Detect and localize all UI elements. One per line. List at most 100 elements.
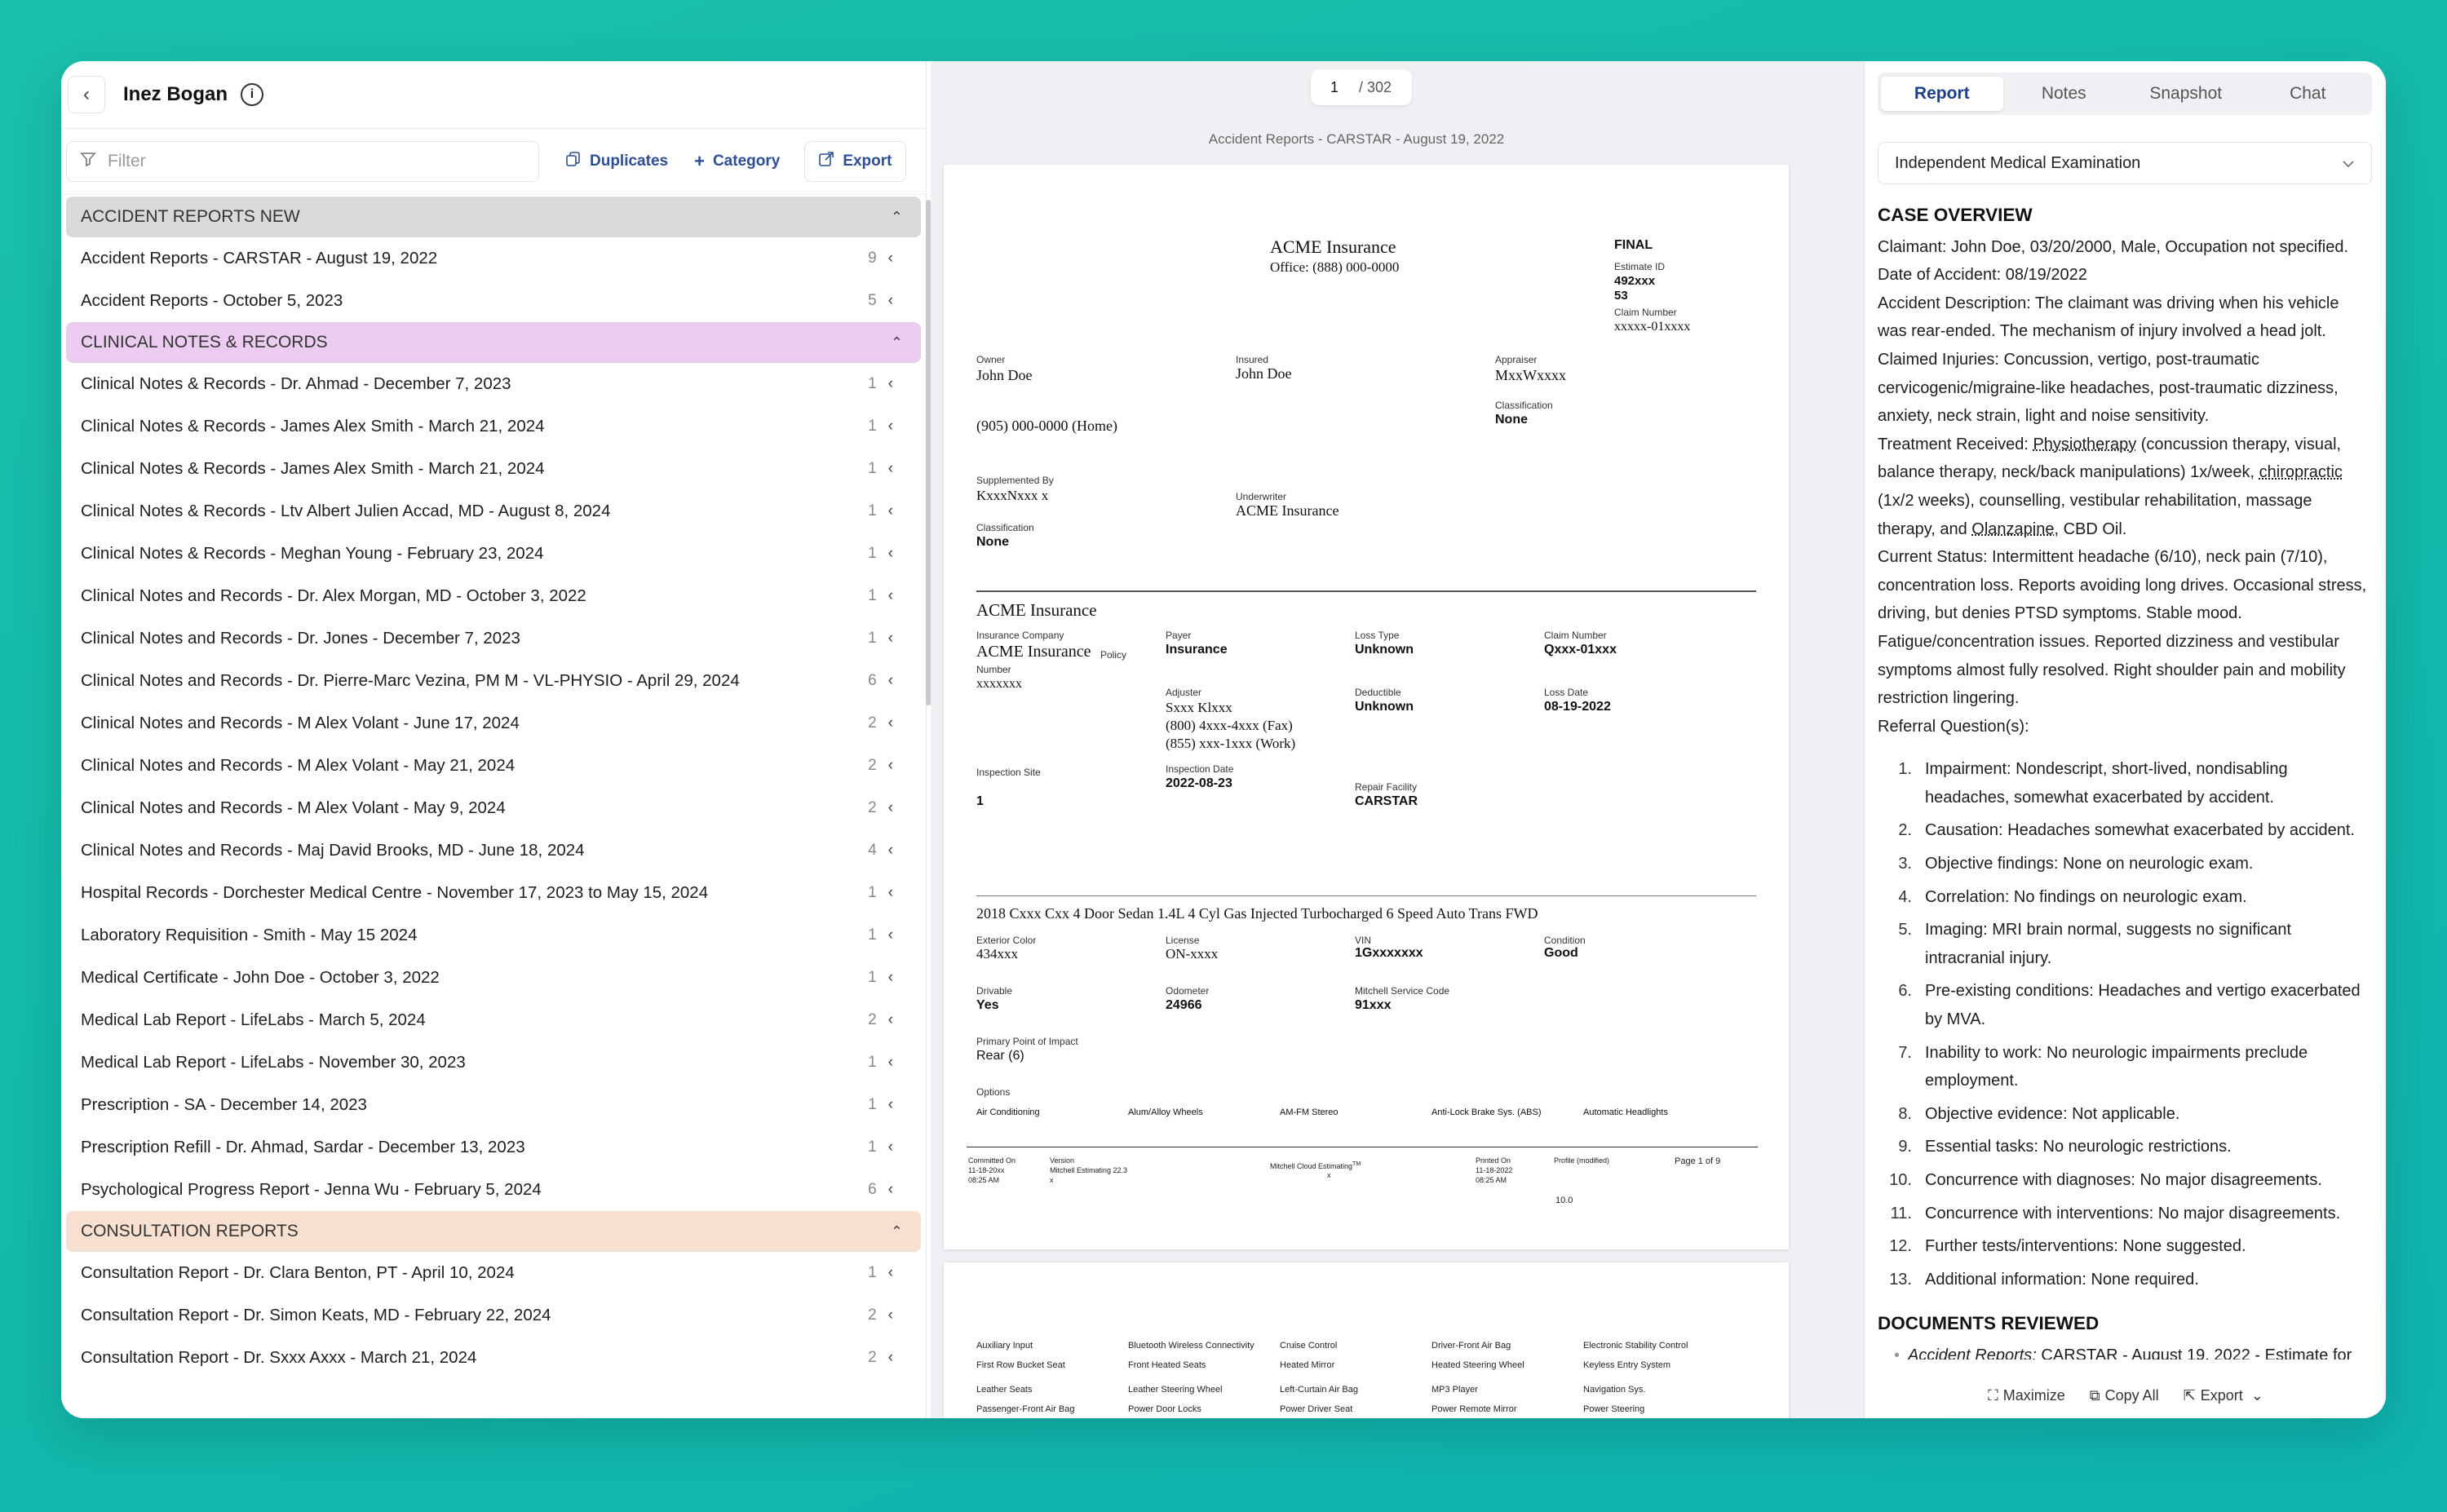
chevron-up-icon[interactable]: ⌃ bbox=[890, 208, 903, 225]
duplicates-button[interactable]: Duplicates bbox=[565, 151, 668, 172]
export-report-label: Export bbox=[2200, 1386, 2243, 1404]
document-item[interactable]: Prescription - SA - December 14, 2023 1 ‹ bbox=[61, 1084, 923, 1126]
chiropractic-link[interactable]: chiropractic bbox=[2259, 463, 2343, 482]
physiotherapy-link[interactable]: Physiotherapy bbox=[2033, 435, 2137, 453]
chevron-left-icon[interactable]: ‹ bbox=[887, 799, 893, 816]
chevron-left-icon[interactable]: ‹ bbox=[887, 757, 893, 774]
document-item[interactable]: Accident Reports - October 5, 2023 5 ‹ bbox=[61, 280, 923, 322]
chevron-left-icon[interactable]: ‹ bbox=[887, 1181, 893, 1198]
deductible-label: Deductible bbox=[1355, 687, 1401, 698]
document-item[interactable]: Accident Reports - CARSTAR - August 19, … bbox=[61, 237, 923, 280]
document-item[interactable]: Clinical Notes and Records - M Alex Vola… bbox=[61, 745, 923, 787]
export-button[interactable]: Export bbox=[804, 141, 906, 182]
filter-input[interactable]: Filter bbox=[66, 141, 539, 182]
document-item[interactable]: Clinical Notes & Records - Dr. Ahmad - D… bbox=[61, 363, 923, 405]
adjuster-work: (855) xxx-1xxx (Work) bbox=[1166, 736, 1296, 751]
document-item[interactable]: Clinical Notes and Records - Maj David B… bbox=[61, 829, 923, 872]
chevron-left-icon[interactable]: ‹ bbox=[887, 1054, 893, 1071]
page-count: 1 bbox=[868, 460, 877, 477]
chevron-up-icon[interactable]: ⌃ bbox=[890, 1222, 903, 1240]
chevron-left-icon[interactable]: ‹ bbox=[887, 587, 893, 604]
document-item[interactable]: Laboratory Requisition - Smith - May 15 … bbox=[61, 914, 923, 957]
document-item[interactable]: Prescription Refill - Dr. Ahmad, Sardar … bbox=[61, 1126, 923, 1169]
document-item[interactable]: Clinical Notes & Records - Ltv Albert Ju… bbox=[61, 490, 923, 533]
chevron-left-icon[interactable]: ‹ bbox=[887, 1096, 893, 1113]
chevron-left-icon[interactable]: ‹ bbox=[887, 502, 893, 519]
maximize-button[interactable]: ⛶ Maximize bbox=[1988, 1387, 2065, 1404]
chevron-left-icon[interactable]: ‹ bbox=[887, 460, 893, 477]
document-item-count: 2 ‹ bbox=[868, 799, 893, 817]
document-item[interactable]: Clinical Notes and Records - Dr. Pierre-… bbox=[61, 660, 923, 702]
document-item[interactable]: Medical Lab Report - LifeLabs - November… bbox=[61, 1041, 923, 1084]
document-item[interactable]: Clinical Notes and Records - M Alex Vola… bbox=[61, 702, 923, 745]
drivable-label: Drivable bbox=[976, 985, 1013, 997]
tab-snapshot[interactable]: Snapshot bbox=[2149, 84, 2223, 103]
document-item[interactable]: Consultation Report - Dr. Simon Keats, M… bbox=[61, 1294, 923, 1337]
export-report-button[interactable]: ⇱ Export ⌄ bbox=[2184, 1387, 2263, 1404]
template-select[interactable]: Independent Medical Examination bbox=[1878, 142, 2372, 184]
document-page: ACME Insurance Office: (888) 000-0000 FI… bbox=[944, 165, 1789, 1249]
tab-chat[interactable]: Chat bbox=[2290, 84, 2326, 103]
document-item[interactable]: Medical Certificate - John Doe - October… bbox=[61, 957, 923, 999]
chevron-left-icon[interactable]: ‹ bbox=[887, 1011, 893, 1028]
repair-value: CARSTAR bbox=[1355, 794, 1418, 808]
chevron-left-icon[interactable]: ‹ bbox=[887, 842, 893, 859]
document-item[interactable]: Hospital Records - Dorchester Medical Ce… bbox=[61, 872, 923, 914]
back-button[interactable]: ‹ bbox=[68, 76, 105, 113]
document-item-count: 1 ‹ bbox=[868, 375, 893, 393]
chevron-left-icon[interactable]: ‹ bbox=[887, 884, 893, 901]
chevron-left-icon[interactable]: ‹ bbox=[887, 250, 893, 267]
accident-description-text: Accident Description: The claimant was d… bbox=[1878, 294, 2339, 341]
chevron-left-icon[interactable]: ‹ bbox=[887, 714, 893, 732]
document-item[interactable]: Consultation Report - Dr. Clara Benton, … bbox=[61, 1252, 923, 1294]
maximize-icon: ⛶ bbox=[1988, 1386, 1998, 1404]
chevron-left-icon[interactable]: ‹ bbox=[887, 292, 893, 309]
chevron-up-icon[interactable]: ⌃ bbox=[890, 334, 903, 351]
option-item: MP3 Player bbox=[1431, 1385, 1478, 1395]
referral-text: Objective evidence: Not applicable. bbox=[1925, 1104, 2180, 1123]
chevron-left-icon[interactable]: ‹ bbox=[887, 1349, 893, 1366]
add-category-button[interactable]: + Category bbox=[694, 151, 780, 172]
sidebar-scrollbar[interactable] bbox=[926, 200, 931, 705]
chevron-left-icon[interactable]: ‹ bbox=[887, 1138, 893, 1156]
document-item-label: Accident Reports - CARSTAR - August 19, … bbox=[81, 249, 438, 267]
page-number-input[interactable]: 1 bbox=[1330, 78, 1339, 95]
classification-label: Classification bbox=[1495, 400, 1553, 411]
category-header[interactable]: ACCIDENT REPORTS NEW ⌃ bbox=[66, 197, 921, 237]
document-item[interactable]: Psychological Progress Report - Jenna Wu… bbox=[61, 1169, 923, 1211]
document-item[interactable]: Clinical Notes & Records - James Alex Sm… bbox=[61, 448, 923, 490]
document-item-label: Psychological Progress Report - Jenna Wu… bbox=[81, 1180, 542, 1199]
chevron-left-icon[interactable]: ‹ bbox=[887, 375, 893, 392]
page-count: 1 bbox=[868, 884, 877, 901]
copy-all-button[interactable]: ⧉ Copy All bbox=[2090, 1387, 2159, 1404]
chevron-left-icon[interactable]: ‹ bbox=[887, 969, 893, 986]
document-item-count: 1 ‹ bbox=[868, 969, 893, 987]
document-item[interactable]: Consultation Report - Dr. Sxxx Axxx - Ma… bbox=[61, 1337, 923, 1379]
chevron-left-icon[interactable]: ‹ bbox=[887, 926, 893, 944]
category-header[interactable]: CONSULTATION REPORTS ⌃ bbox=[66, 1211, 921, 1252]
referral-number: 8. bbox=[1898, 1104, 1912, 1123]
tab-report[interactable]: Report bbox=[1881, 77, 2003, 111]
chevron-left-icon[interactable]: ‹ bbox=[887, 545, 893, 562]
chevron-left-icon[interactable]: ‹ bbox=[887, 672, 893, 689]
chevron-left-icon[interactable]: ‹ bbox=[887, 630, 893, 647]
page-count: 1 bbox=[868, 418, 877, 435]
document-item[interactable]: Medical Lab Report - LifeLabs - March 5,… bbox=[61, 999, 923, 1041]
olanzapine-link[interactable]: Olanzapine bbox=[1971, 519, 2055, 538]
category-header[interactable]: CLINICAL NOTES & RECORDS ⌃ bbox=[66, 322, 921, 363]
document-item[interactable]: Clinical Notes and Records - Dr. Jones -… bbox=[61, 617, 923, 660]
chevron-left-icon[interactable]: ‹ bbox=[887, 1306, 893, 1324]
tab-notes[interactable]: Notes bbox=[2041, 84, 2086, 103]
chevron-left-icon[interactable]: ‹ bbox=[887, 418, 893, 435]
info-icon[interactable]: i bbox=[241, 83, 264, 106]
document-item[interactable]: Clinical Notes and Records - M Alex Vola… bbox=[61, 787, 923, 829]
chevron-left-icon[interactable]: ‹ bbox=[887, 1264, 893, 1281]
document-item[interactable]: Clinical Notes & Records - James Alex Sm… bbox=[61, 405, 923, 448]
document-item[interactable]: Clinical Notes & Records - Meghan Young … bbox=[61, 533, 923, 575]
option-item: Passenger-Front Air Bag bbox=[976, 1404, 1075, 1414]
referral-item: 4. Correlation: No findings on neurologic… bbox=[1878, 883, 2372, 912]
payer-value: Insurance bbox=[1166, 643, 1228, 657]
document-item[interactable]: Clinical Notes and Records - Dr. Alex Mo… bbox=[61, 575, 923, 617]
options-label: Options bbox=[976, 1086, 1011, 1098]
option-item: Front Heated Seats bbox=[1128, 1360, 1206, 1370]
